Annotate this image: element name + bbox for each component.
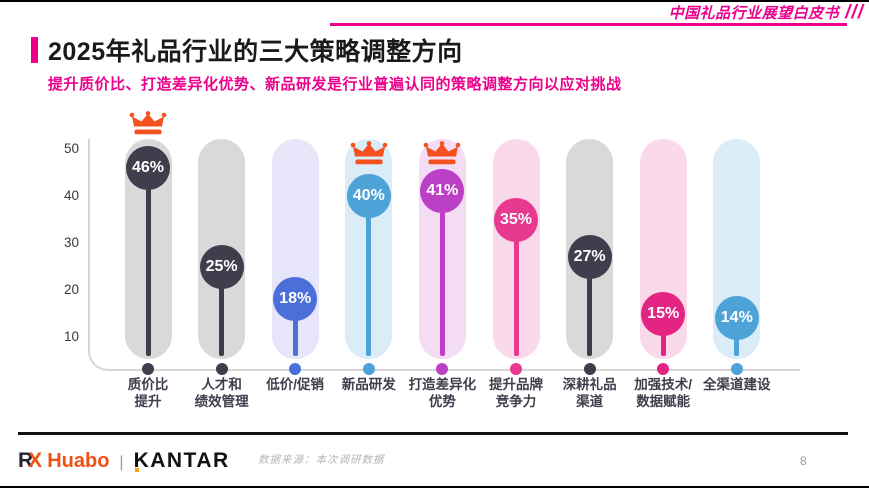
bar-value-bubble: 40% <box>346 174 391 218</box>
bar-value-bubble: 41% <box>420 169 465 214</box>
bar-category-label-line: 人才和 <box>201 377 242 392</box>
bar-value-bubble: 46% <box>126 145 170 190</box>
bar-stem <box>219 266 225 356</box>
bar-value-bubble: 15% <box>641 291 686 336</box>
bar-category-label: 提升品牌 竞争力 <box>468 377 564 411</box>
bar-category-label-line: 竞争力 <box>495 393 537 409</box>
bar-category-label-line: 绩效管理 <box>194 393 249 409</box>
rx-logo-x: X <box>28 449 43 472</box>
bar-category-label-line: 全渠道建设 <box>703 377 771 392</box>
footer-divider-line <box>18 432 848 435</box>
bar-stem <box>292 299 298 356</box>
crown-icon <box>350 141 388 166</box>
bar-category-label-line: 打造差异化 <box>408 377 477 392</box>
footer-logos: R X Huabo | KANTAR <box>18 449 230 473</box>
page-number: 8 <box>800 454 807 468</box>
header-watermark: 中国礼品行业展望白皮书 /// <box>669 2 864 24</box>
bar-category-label: 低价/促销 <box>247 377 343 394</box>
subtitle: 提升质价比、打造差异化优势、新品研发是行业普遍认同的策略调整方向以应对挑战 <box>48 76 622 93</box>
bar-value-bubble: 14% <box>714 296 759 341</box>
bar-category-label: 深耕礼品 渠道 <box>542 377 638 411</box>
bar-category-label: 人才和 绩效管理 <box>174 377 270 411</box>
bar-stem <box>587 257 593 356</box>
bar-category-label-line: 加强技术/ <box>634 377 693 392</box>
bar-category-label-line: 低价/促销 <box>266 377 325 392</box>
crown-icon <box>423 141 461 166</box>
bar-value-bubble: 18% <box>273 277 318 322</box>
y-axis-tick-label: 20 <box>63 282 79 297</box>
huabo-logo: Huabo <box>47 450 110 472</box>
bar-category-label: 加强技术/数据赋能 <box>615 377 711 411</box>
bar-baseline-dot <box>730 363 743 375</box>
bar-category-label-line: 质价比 <box>127 377 169 392</box>
crown-icon <box>129 111 167 136</box>
bar-category-label-line: 数据赋能 <box>636 393 691 409</box>
bar-baseline-dot <box>510 363 522 375</box>
header-accent-line <box>330 23 847 26</box>
bar-baseline-dot <box>215 363 228 375</box>
bar-baseline-dot <box>362 363 375 375</box>
logo-separator: | <box>119 454 124 471</box>
bar-category-label: 打造差异化 优势 <box>394 377 490 411</box>
title-accent-bar <box>31 37 38 63</box>
bar-baseline-dot <box>583 363 596 375</box>
y-axis-tick-label: 40 <box>63 188 79 203</box>
page-title: 2025年礼品行业的三大策略调整方向 <box>48 38 463 66</box>
bar-category-label-line: 优势 <box>428 393 456 409</box>
y-axis-tick-label: 10 <box>63 329 79 344</box>
bar-baseline-dot <box>657 363 670 375</box>
bar-category-label: 新品研发 <box>321 377 417 394</box>
triple-slash-icon: /// <box>845 2 864 23</box>
kantar-accent-mark <box>134 468 139 472</box>
data-source-note: 数据来源：本次调研数据 <box>258 454 385 466</box>
y-axis-tick-label: 30 <box>63 235 79 250</box>
bar-category-label: 全渠道建设 <box>689 377 785 394</box>
bar-category-label-line: 深耕礼品 <box>562 377 617 392</box>
kantar-logo: KANTAR <box>133 449 230 472</box>
watermark-text: 中国礼品行业展望白皮书 <box>668 5 840 22</box>
bar-baseline-dot <box>142 363 154 375</box>
bar-value-bubble: 27% <box>567 235 612 280</box>
bar-stem <box>513 219 519 356</box>
bottom-edge-strip <box>0 486 869 488</box>
bar-baseline-dot <box>436 363 449 375</box>
bar-category-label-line: 新品研发 <box>341 377 396 392</box>
bar-category-label: 质价比 提升 <box>100 377 196 411</box>
bar-value-bubble: 35% <box>494 197 538 242</box>
top-edge-strip <box>0 0 869 2</box>
rx-logo-r: R <box>18 449 34 472</box>
bar-stem <box>145 167 151 356</box>
bar-category-label-line: 提升 <box>134 393 162 409</box>
bar-baseline-dot <box>289 363 302 375</box>
bar-stem <box>439 191 445 356</box>
bar-category-label-line: 渠道 <box>576 393 604 409</box>
bar-category-label-line: 提升品牌 <box>489 377 543 392</box>
bar-value-bubble: 25% <box>199 244 244 289</box>
y-axis-tick-label: 50 <box>63 141 79 156</box>
bar-stem <box>366 196 372 356</box>
